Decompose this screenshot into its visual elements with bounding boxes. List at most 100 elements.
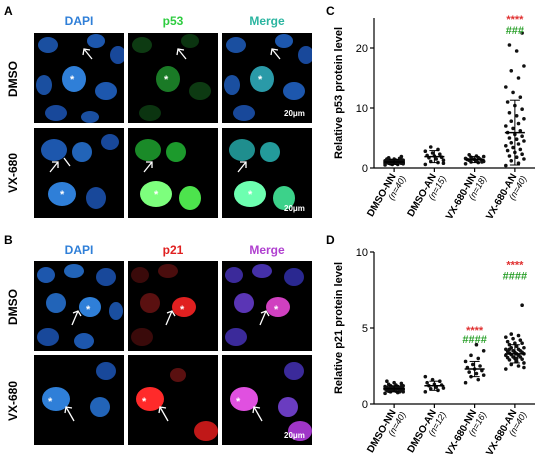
data-point	[513, 341, 517, 345]
data-point	[520, 134, 524, 138]
data-point	[514, 114, 519, 118]
micrograph-b-vx680-merge: * 20μm	[222, 355, 312, 445]
data-point	[507, 347, 512, 352]
data-point	[423, 162, 428, 167]
data-point	[504, 367, 508, 371]
data-point	[520, 341, 524, 345]
data-point	[507, 136, 512, 140]
data-point	[423, 390, 428, 394]
data-point	[463, 380, 468, 385]
data-point	[509, 332, 514, 336]
data-point	[514, 359, 519, 364]
data-point	[438, 152, 442, 156]
micrograph-b-dmso-p21: *	[128, 261, 218, 351]
y-tick-label: 0	[362, 399, 368, 411]
data-point	[438, 379, 442, 383]
data-point	[481, 373, 486, 377]
data-point	[392, 380, 396, 385]
data-point	[507, 111, 512, 115]
data-point	[471, 362, 475, 367]
data-point	[423, 374, 428, 379]
p21-scatter-chart: Relative p21 protein level0510DMSO-NN(n=…	[333, 247, 535, 458]
svg-text:*: *	[248, 189, 253, 201]
data-point	[441, 161, 446, 165]
data-point	[383, 391, 387, 396]
micrograph-a-vx680-dapi: *	[34, 128, 124, 218]
data-point	[511, 145, 515, 150]
data-point	[386, 156, 391, 160]
data-point	[522, 345, 526, 350]
data-point	[516, 76, 521, 80]
y-axis-label: Relative p21 protein level	[333, 262, 345, 394]
y-tick-label: 10	[356, 247, 368, 259]
svg-text:*: *	[164, 74, 169, 86]
data-point	[481, 349, 486, 353]
significance-marker: ####	[503, 270, 527, 282]
data-point	[511, 336, 515, 341]
data-point	[399, 381, 404, 386]
data-point	[518, 129, 523, 133]
data-point	[522, 361, 526, 365]
data-point	[514, 356, 519, 361]
data-point	[522, 64, 526, 68]
micrograph-a-dmso-merge: * 20μm	[222, 33, 312, 123]
data-point	[474, 342, 479, 347]
micrograph-b-dmso-dapi: *	[34, 261, 124, 351]
data-point	[504, 163, 508, 168]
scale-bar-label: 20μm	[284, 109, 305, 118]
panel-label-c: C	[326, 4, 335, 18]
data-point	[516, 161, 521, 165]
micrograph-b-dmso-merge: *	[222, 261, 312, 351]
row-title-vx680: VX-680	[6, 380, 20, 422]
data-point	[504, 347, 508, 352]
data-point	[505, 339, 510, 344]
data-point	[504, 335, 508, 339]
data-point	[509, 159, 514, 163]
data-point	[507, 154, 512, 158]
data-point	[476, 356, 481, 361]
scale-bar-label: 20μm	[284, 204, 305, 213]
significance-marker: ****	[506, 14, 524, 26]
micrograph-a-vx680-p53: *	[128, 128, 218, 218]
data-point	[520, 31, 524, 35]
data-point	[474, 154, 479, 158]
svg-text:*: *	[274, 304, 279, 316]
row-title-dmso: DMSO	[6, 289, 20, 325]
svg-text:*: *	[86, 304, 91, 316]
data-point	[522, 117, 526, 121]
data-point	[467, 370, 471, 374]
data-point	[441, 158, 446, 162]
data-point	[511, 90, 515, 95]
data-point	[399, 384, 404, 389]
data-point	[430, 151, 435, 155]
data-point	[430, 377, 435, 382]
data-point	[522, 139, 526, 143]
data-point	[385, 379, 389, 383]
data-point	[514, 49, 519, 53]
data-point	[522, 365, 526, 370]
data-point	[428, 145, 433, 149]
data-point	[505, 100, 510, 104]
y-tick-label: 10	[356, 103, 368, 115]
row-title-vx680: VX-680	[6, 152, 20, 194]
micrograph-a-vx680-merge: * 20μm	[222, 128, 312, 218]
significance-marker: ####	[462, 334, 486, 346]
data-point	[520, 303, 524, 307]
data-point	[507, 342, 512, 347]
data-point	[509, 141, 514, 145]
scale-bar-label: 20μm	[284, 431, 305, 440]
significance-marker: ****	[466, 325, 484, 337]
column-title-merge: Merge	[249, 243, 285, 257]
data-point	[511, 349, 515, 353]
micrograph-b-vx680-dapi: *	[34, 355, 124, 445]
svg-text:*: *	[70, 74, 75, 86]
panel-label-a: A	[4, 4, 13, 18]
data-point	[474, 371, 479, 376]
data-point	[516, 333, 521, 338]
data-point	[504, 124, 508, 128]
data-point	[516, 364, 521, 368]
data-point	[504, 144, 508, 148]
data-point	[511, 126, 515, 131]
micrograph-a-dmso-dapi: *	[34, 33, 124, 123]
data-point	[463, 359, 468, 364]
